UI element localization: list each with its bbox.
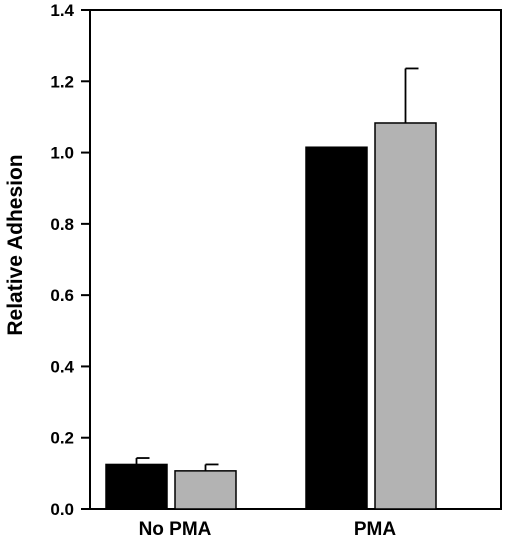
bar-pma-series-1 <box>305 146 368 510</box>
y-tick-label: 1.4 <box>50 1 74 20</box>
y-tick-label: 0.4 <box>50 357 74 376</box>
y-tick-label: 0.6 <box>50 286 74 305</box>
x-tick-label: No PMA <box>139 519 212 540</box>
y-tick-label: 1.0 <box>50 144 74 163</box>
y-axis-title: Relative Adhesion <box>4 154 27 335</box>
x-tick-label: PMA <box>354 519 397 540</box>
bar-no-pma-series-1 <box>105 463 168 510</box>
plot-area: 0.0 0.2 0.4 0.6 0.8 1.0 1.2 1.4 No PMA PMA <box>50 1 502 540</box>
bar-no-pma-series-2 <box>174 470 237 510</box>
bar-pma-series-2 <box>374 122 437 510</box>
y-tick-label: 1.2 <box>50 72 74 91</box>
y-tick-label: 0.0 <box>50 500 74 519</box>
y-tick-label: 0.8 <box>50 215 74 234</box>
y-tick-label: 0.2 <box>50 429 74 448</box>
plot-frame <box>89 9 502 510</box>
